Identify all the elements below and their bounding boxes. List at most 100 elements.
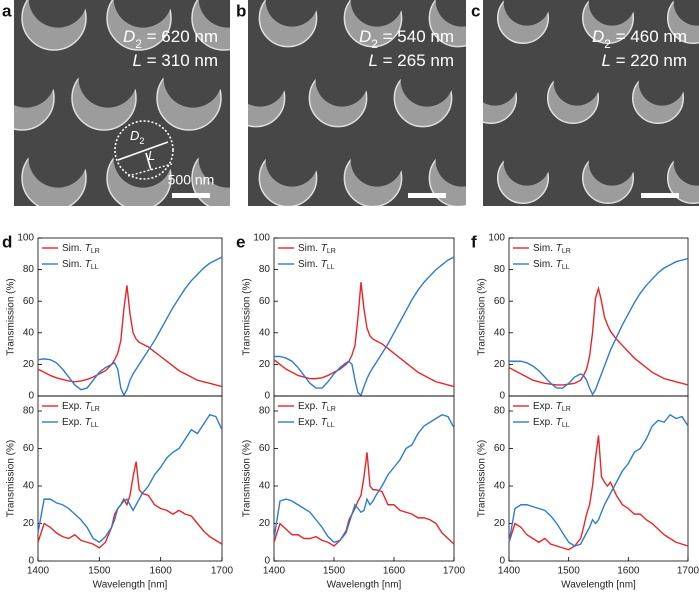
chart: 0 20 40 60 80 1400 1500 1600 1700 Transmission (%… (477, 395, 699, 591)
y-tick-label: 0 (28, 391, 34, 402)
crescent-bite (673, 0, 699, 26)
y-tick-label: 80 (494, 406, 506, 417)
y-tick-label: 80 (259, 406, 271, 417)
crescent-bite (28, 128, 88, 188)
crescent-bite (638, 59, 686, 106)
crescent-bite (588, 139, 636, 186)
y-tick-label: 0 (28, 556, 34, 567)
crescents (14, 0, 230, 206)
chart: 0 20 40 60 80 1400 1500 1600 1700 Transmission (%… (242, 395, 466, 591)
crescent-bite (265, 133, 319, 187)
y-tick-label: 80 (23, 264, 35, 275)
y-tick-label: 60 (259, 443, 271, 454)
x-tick-label: 1600 (383, 566, 406, 577)
scale-bar (408, 193, 446, 198)
y-axis-label: Transmission (%) (242, 440, 253, 517)
panel-label: a (2, 1, 12, 20)
y-tick-label: 80 (259, 264, 271, 275)
d2-label: D2 = 620 nm (123, 27, 218, 51)
y-tick-label: 0 (264, 556, 270, 567)
legend-label: Exp. TLL (533, 417, 570, 430)
y-tick-label: 0 (499, 391, 505, 402)
x-axis-label: Wavelength [nm] (93, 580, 168, 591)
y-tick-label: 40 (494, 327, 506, 338)
y-axis-label: Transmission (%) (477, 440, 488, 517)
y-tick-label: 60 (259, 296, 271, 307)
crescents (483, 0, 699, 205)
panel-label: d (2, 232, 12, 251)
inset-l: L (148, 148, 155, 163)
y-tick-label: 60 (23, 296, 35, 307)
crescent-bite (400, 53, 454, 107)
y-tick-label: 40 (23, 327, 35, 338)
inset-diameter (117, 141, 169, 161)
crescent-bite (113, 128, 173, 188)
x-tick-label: 1700 (677, 566, 699, 577)
series-line (37, 256, 223, 397)
x-tick-label: 1400 (263, 566, 286, 577)
crescent-bite (315, 53, 369, 107)
crescent-bite (503, 0, 551, 26)
crescent-bite (553, 59, 601, 106)
crescent-bite (113, 0, 173, 28)
y-tick-label: 60 (23, 443, 35, 454)
legend-label: Sim. TLR (533, 243, 571, 256)
series-line (508, 435, 689, 551)
crescent-bite (673, 139, 699, 186)
x-tick-label: 1400 (27, 566, 50, 577)
legend-label: Sim. TLL (62, 259, 99, 272)
legend-label: Exp. TLR (62, 401, 100, 414)
plot-frame (273, 395, 455, 562)
crescent-bite (163, 48, 223, 108)
legend-label: Exp. TLR (298, 401, 336, 414)
x-tick-label: 1700 (443, 566, 466, 577)
panel-label: b (236, 1, 246, 20)
series-line (509, 257, 689, 396)
legend-label: Exp. TLR (533, 401, 571, 414)
crescent-bite (78, 48, 138, 108)
y-tick-label: 100 (488, 233, 505, 244)
panel-label: f (471, 232, 477, 251)
y-tick-label: 0 (264, 391, 270, 402)
series-line (508, 413, 689, 547)
legend-label: Exp. TLL (298, 417, 335, 430)
legend-label: Sim. TLR (62, 243, 100, 256)
legend-label: Sim. TLR (298, 243, 336, 256)
plot-frame (37, 395, 223, 562)
legend-label: Sim. TLL (298, 259, 335, 272)
d2-label: D2 = 540 nm (359, 27, 454, 51)
x-tick-label: 1500 (323, 566, 346, 577)
x-tick-label: 1700 (211, 566, 234, 577)
sem-panel: b D2 = 540 nmL = 265 nm (236, 0, 466, 206)
l-label: L = 310 nm (132, 51, 218, 70)
x-axis-label: Wavelength [nm] (327, 580, 402, 591)
sem-images: a D2 = 620 nmL = 310 nm 500 nm b D2 = 540 nm… (2, 0, 699, 206)
x-axis-label: Wavelength [nm] (561, 580, 636, 591)
y-tick-label: 20 (23, 518, 35, 529)
y-axis-label: Transmission (%) (477, 278, 488, 355)
y-axis-label: Transmission (%) (242, 278, 253, 355)
scale-bar (172, 193, 210, 198)
x-tick-label: 1500 (88, 566, 111, 577)
y-tick-label: 40 (23, 481, 35, 492)
y-tick-label: 100 (17, 233, 34, 244)
x-tick-label: 1500 (558, 566, 581, 577)
series-line (273, 452, 455, 547)
crescent-bite (14, 48, 56, 108)
plot-frame (508, 395, 689, 562)
y-tick-label: 40 (259, 481, 271, 492)
series-line (274, 256, 455, 397)
y-tick-label: 20 (259, 518, 271, 529)
crescent-bite (248, 53, 287, 107)
crescent-bite (588, 0, 636, 26)
scale-inset: D2 L (114, 120, 174, 180)
y-tick-label: 60 (494, 443, 506, 454)
series-line (508, 285, 689, 386)
inset-d2: D2 (130, 128, 144, 146)
chart: 0 20 40 60 80 100 Transmission (%) d Sim. TLR Sim… (2, 232, 223, 402)
y-tick-label: 40 (494, 481, 506, 492)
series-line (273, 282, 455, 388)
panel-label: c (471, 1, 480, 20)
y-tick-label: 20 (23, 359, 35, 370)
